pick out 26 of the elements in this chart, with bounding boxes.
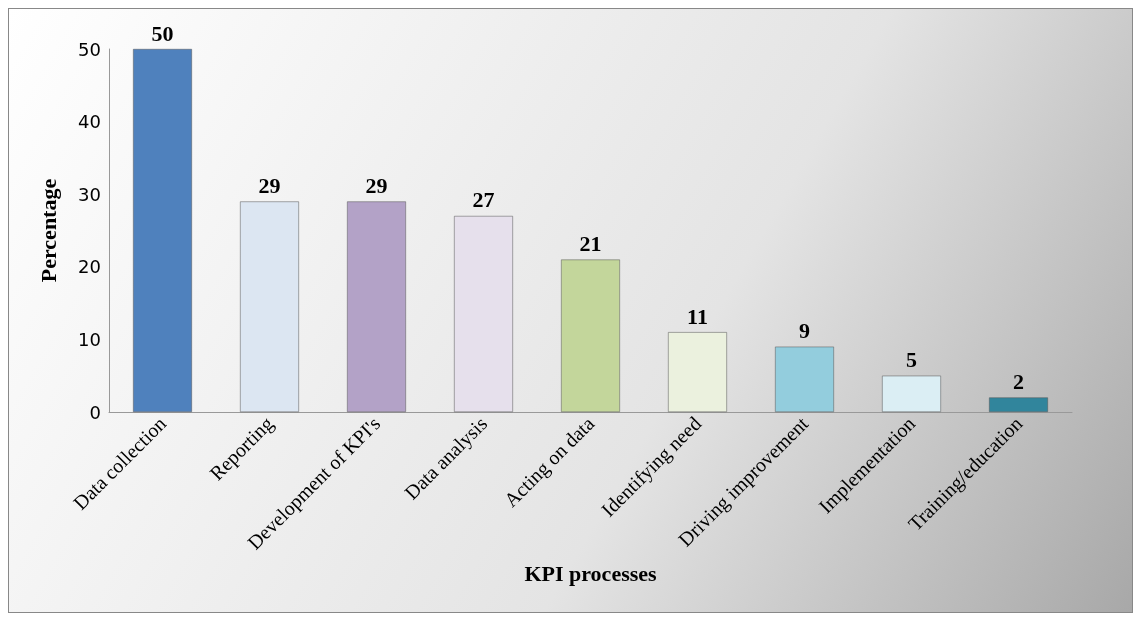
bar xyxy=(347,201,406,412)
y-tick-label: 20 xyxy=(78,256,101,278)
bar xyxy=(775,346,834,412)
bar xyxy=(668,332,727,412)
y-tick-label: 10 xyxy=(78,328,101,350)
y-tick-label: 30 xyxy=(78,183,101,205)
data-label: 21 xyxy=(579,231,602,257)
bar xyxy=(133,49,192,412)
data-label: 2 xyxy=(1013,368,1024,394)
bar xyxy=(454,215,513,412)
bar xyxy=(561,259,620,412)
y-tick-label: 50 xyxy=(78,38,101,60)
data-label: 27 xyxy=(472,187,495,213)
bar xyxy=(989,397,1048,412)
data-label: 29 xyxy=(365,172,388,198)
data-label: 9 xyxy=(799,318,810,344)
data-label: 50 xyxy=(151,20,174,46)
bar xyxy=(882,375,941,412)
y-tick-label: 40 xyxy=(78,111,101,133)
data-label: 29 xyxy=(258,172,281,198)
bar xyxy=(240,201,299,412)
data-label: 11 xyxy=(687,303,708,329)
y-axis-title: Percentage xyxy=(35,178,61,283)
data-label: 5 xyxy=(906,347,917,373)
y-tick-label: 0 xyxy=(89,401,101,423)
x-axis-title: KPI processes xyxy=(524,560,658,586)
